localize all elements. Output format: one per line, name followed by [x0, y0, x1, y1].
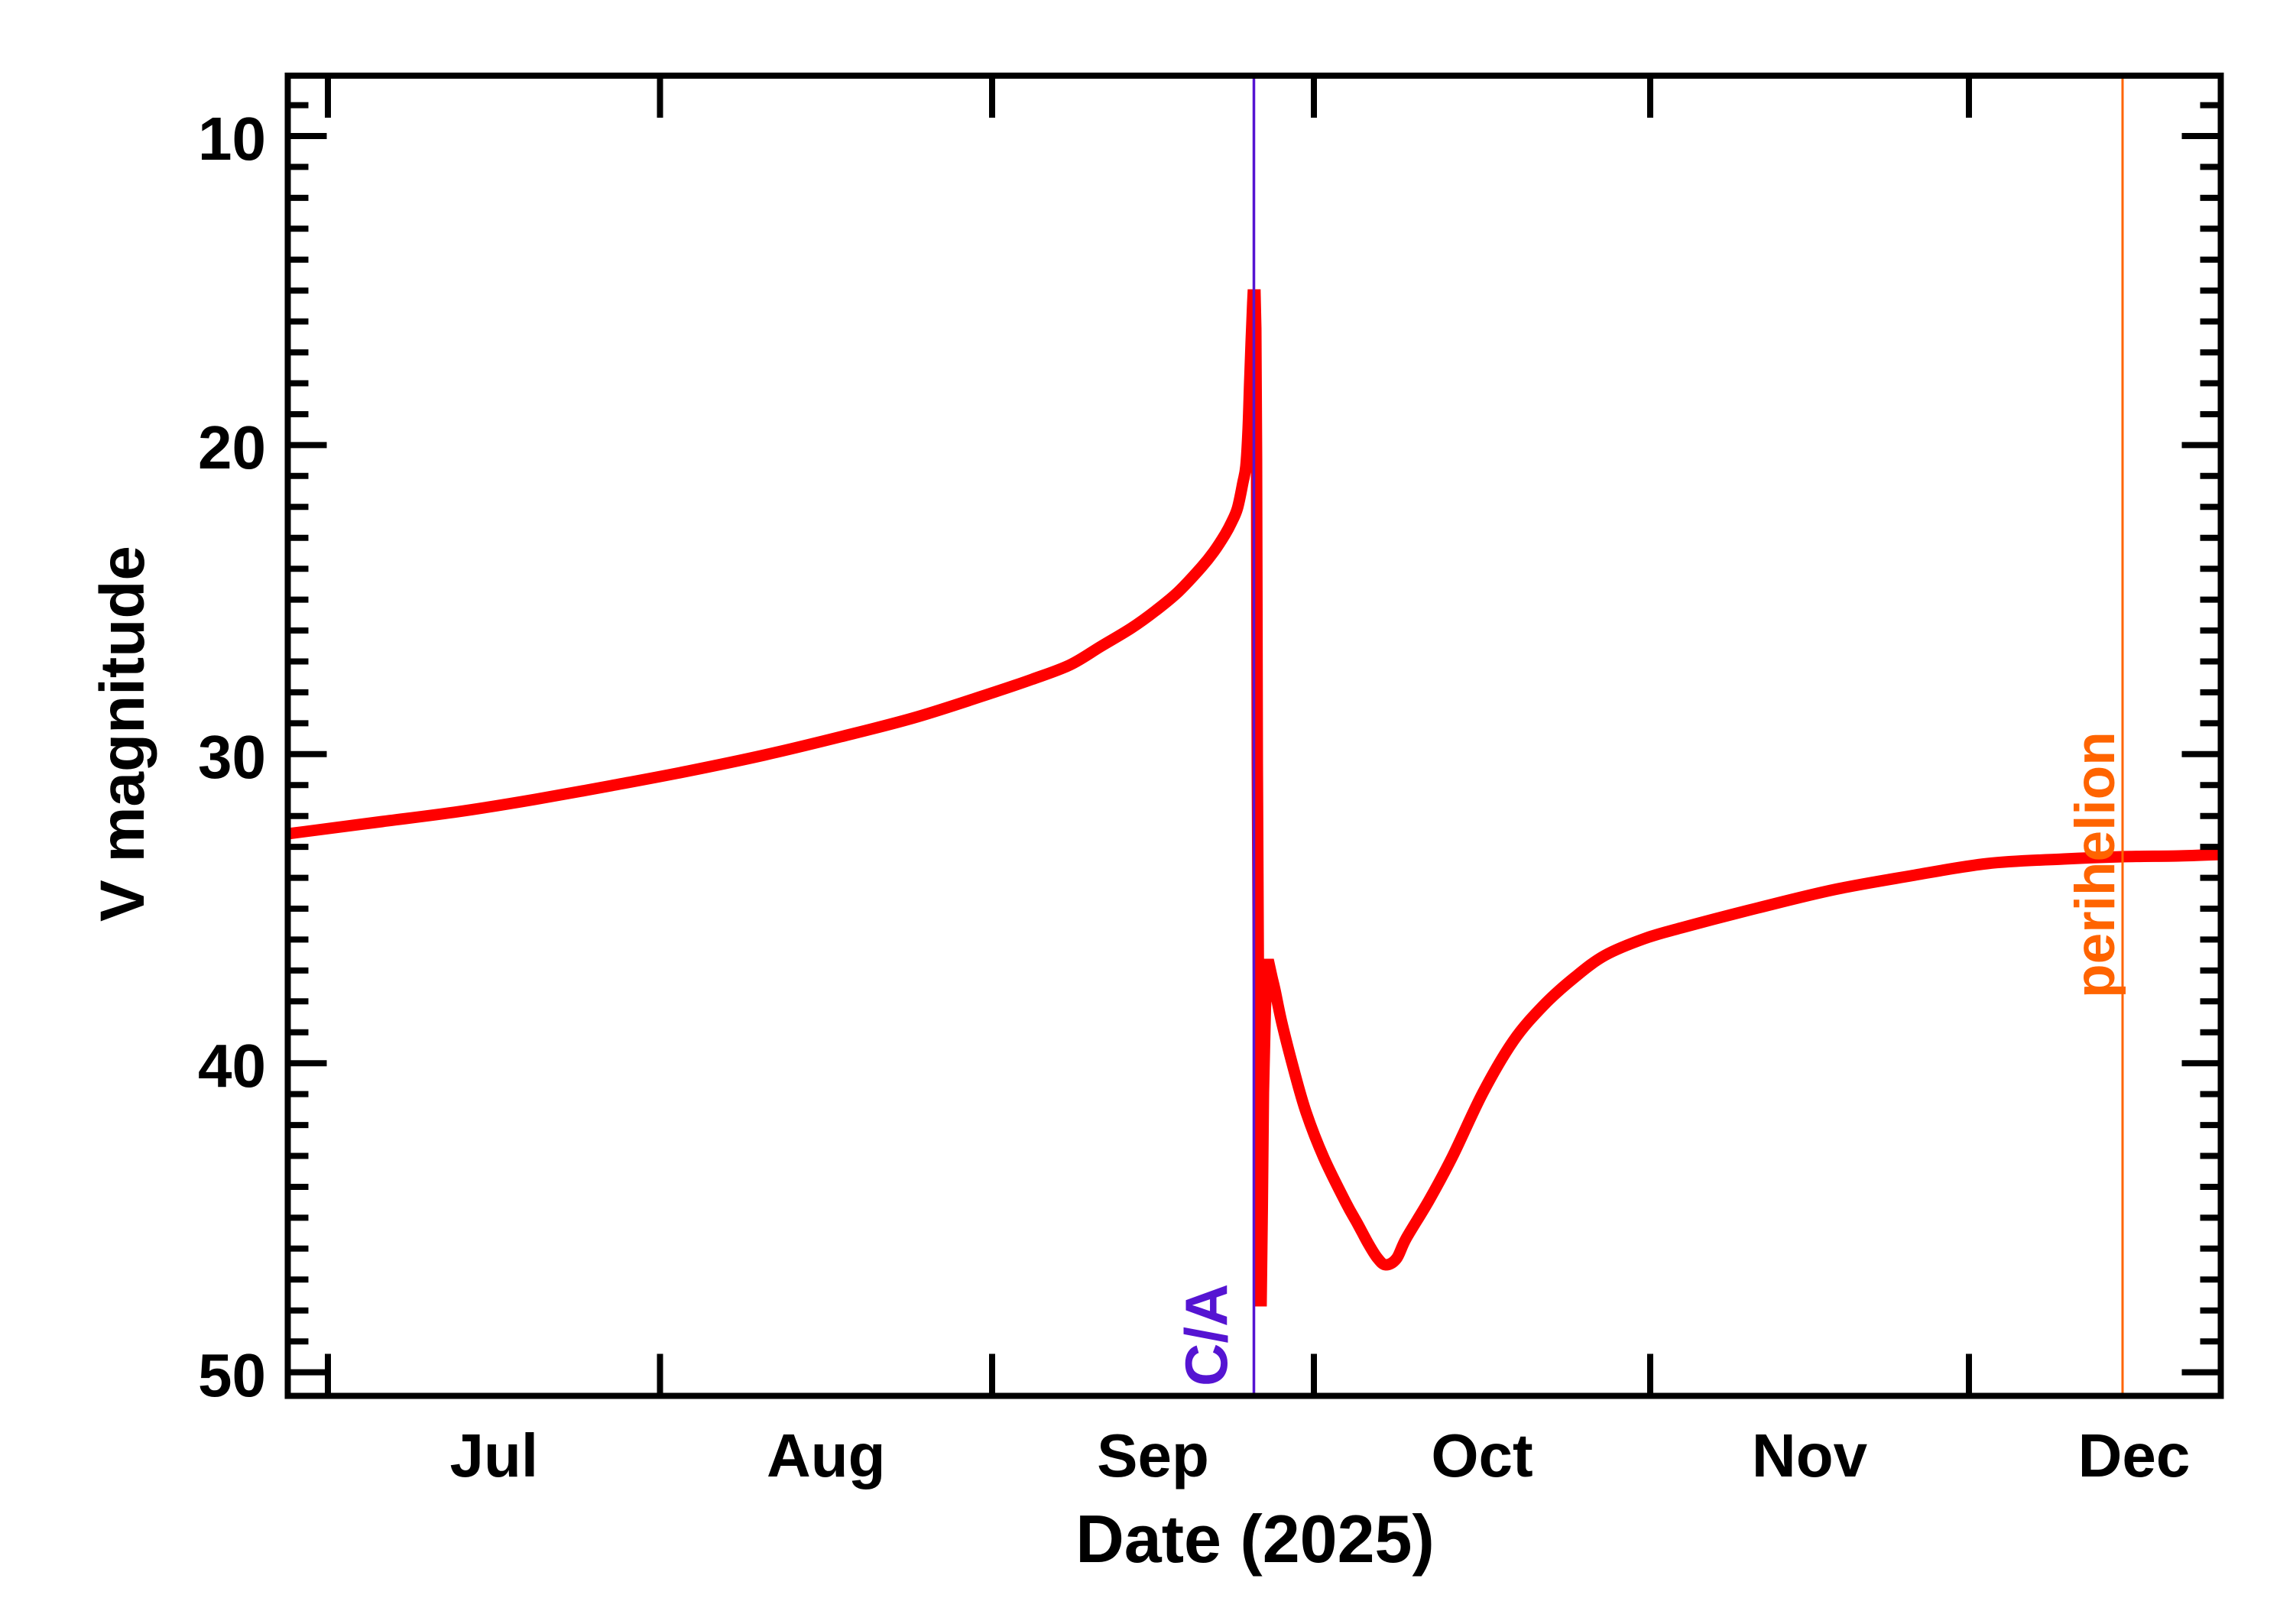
- svg-text:30: 30: [198, 723, 266, 791]
- svg-text:20: 20: [198, 413, 266, 481]
- svg-text:40: 40: [198, 1032, 266, 1100]
- svg-text:C/A: C/A: [1172, 1284, 1240, 1386]
- svg-text:Oct: Oct: [1431, 1421, 1532, 1489]
- svg-text:Nov: Nov: [1752, 1421, 1868, 1489]
- svg-text:50: 50: [198, 1341, 266, 1409]
- svg-text:10: 10: [198, 105, 266, 173]
- svg-text:Aug: Aug: [767, 1421, 886, 1489]
- svg-text:perihelion: perihelion: [2064, 731, 2126, 998]
- svg-text:Date (2025): Date (2025): [1075, 1501, 1435, 1577]
- svg-text:Dec: Dec: [2078, 1421, 2191, 1489]
- svg-text:V magnitude: V magnitude: [88, 546, 157, 922]
- svg-text:Jul: Jul: [449, 1421, 538, 1489]
- svg-text:Sep: Sep: [1097, 1421, 1209, 1489]
